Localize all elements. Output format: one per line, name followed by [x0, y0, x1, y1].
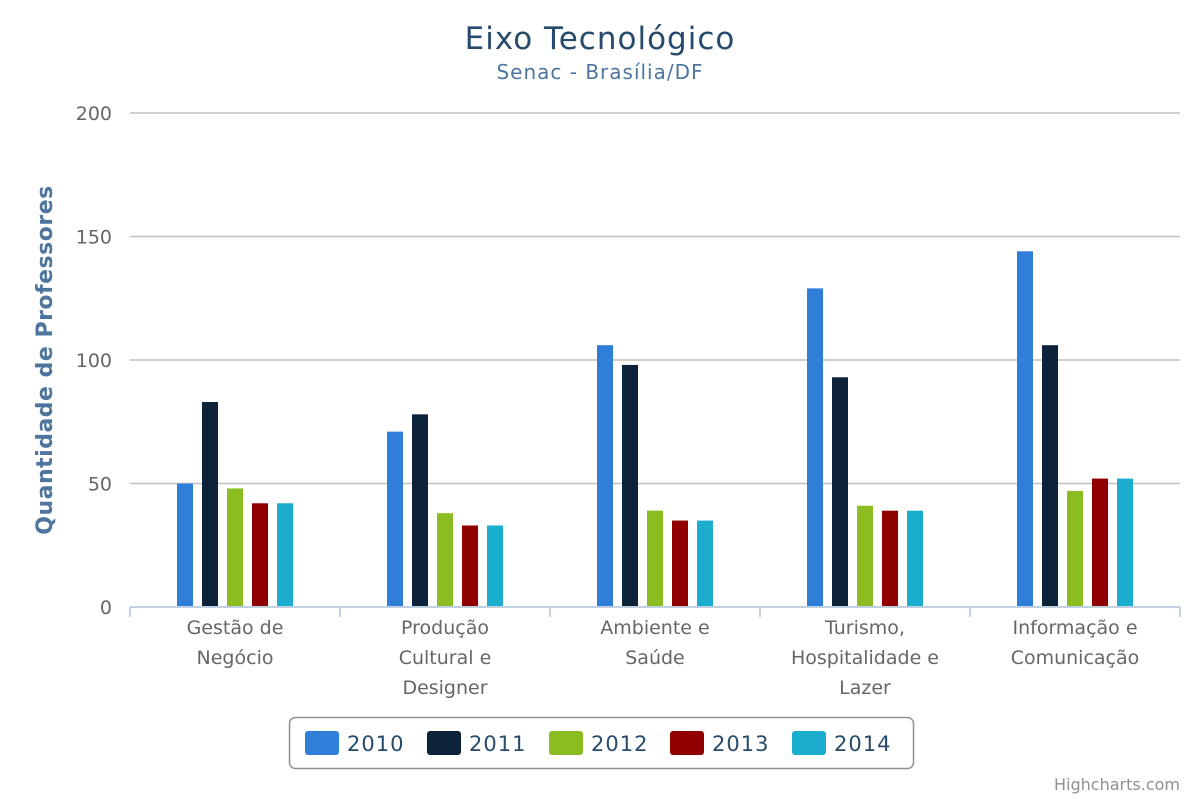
x-tick-label: Ambiente e Saúde — [600, 617, 709, 669]
bar-2012-3[interactable] — [857, 505, 873, 607]
bar-2013-4[interactable] — [1092, 478, 1108, 607]
x-tick-label-line: Gestão de — [187, 617, 284, 639]
legend-swatch — [549, 731, 583, 755]
y-axis-label: Quantidade de Professores — [33, 185, 58, 534]
credits-link[interactable]: Highcharts.com — [1054, 775, 1180, 794]
bar-2012-4[interactable] — [1067, 490, 1083, 607]
bar-2011-1[interactable] — [412, 414, 428, 607]
legend-label: 2013 — [712, 732, 769, 756]
bar-2014-3[interactable] — [907, 510, 923, 607]
x-axis: Gestão de Negócio Produção Cultural e Design… — [129, 606, 1181, 699]
legend-item-2011[interactable]: 2011 — [427, 731, 526, 756]
y-tick-label: 100 — [76, 350, 112, 372]
legend-label: 2010 — [347, 732, 404, 756]
x-tick-label-line: Negócio — [197, 647, 274, 669]
x-tick-label-line: Informação e — [1012, 617, 1137, 639]
bar-2010-1[interactable] — [387, 431, 403, 607]
x-tick-label-line: Cultural e — [399, 647, 492, 669]
x-tick-label-line: Saúde — [625, 647, 685, 669]
y-axis-ticks: 0 50 100 150 200 — [76, 103, 112, 619]
x-tick-label: Gestão de Negócio — [187, 617, 284, 669]
legend-box — [288, 716, 915, 770]
grid-lines — [130, 112, 1180, 485]
bars — [177, 251, 1133, 607]
bar-2011-0[interactable] — [202, 401, 218, 607]
legend-item-2010[interactable]: 2010 — [305, 731, 404, 756]
bar-2010-2[interactable] — [597, 345, 613, 607]
legend-label: 2011 — [469, 732, 526, 756]
legend: 2010 2011 2012 2013 2014 — [288, 716, 915, 770]
bar-2010-0[interactable] — [177, 483, 193, 608]
chart-title: Eixo Tecnológico — [465, 21, 736, 57]
bar-2013-3[interactable] — [882, 510, 898, 607]
x-tick-label: Produção Cultural e Designer — [399, 617, 492, 699]
legend-swatch — [305, 731, 339, 755]
bar-2013-1[interactable] — [462, 525, 478, 607]
bar-2012-0[interactable] — [227, 488, 243, 607]
x-tick-label: Informação e Comunicação — [1011, 617, 1140, 669]
x-tick-label-line: Produção — [401, 617, 489, 639]
bar-2014-2[interactable] — [697, 520, 713, 607]
bar-2014-0[interactable] — [277, 503, 293, 607]
legend-label: 2012 — [591, 732, 648, 756]
bar-2014-4[interactable] — [1117, 478, 1133, 607]
bar-2012-2[interactable] — [647, 510, 663, 607]
bar-2011-4[interactable] — [1042, 345, 1058, 607]
x-tick-label-line: Designer — [402, 677, 487, 699]
legend-item-2014[interactable]: 2014 — [792, 731, 891, 756]
bar-2012-1[interactable] — [437, 513, 453, 607]
x-tick-label: Turismo, Hospitalidade e Lazer — [791, 617, 939, 699]
y-tick-label: 0 — [100, 597, 112, 619]
y-tick-label: 150 — [76, 227, 112, 249]
bar-2010-4[interactable] — [1017, 251, 1033, 607]
y-tick-label: 200 — [76, 103, 112, 125]
legend-label: 2014 — [834, 732, 891, 756]
x-tick-label-line: Comunicação — [1011, 647, 1140, 669]
bar-2013-0[interactable] — [252, 503, 268, 607]
bar-2014-1[interactable] — [487, 525, 503, 607]
bar-2010-3[interactable] — [807, 288, 823, 607]
legend-swatch — [792, 731, 826, 755]
bar-2011-2[interactable] — [622, 364, 638, 607]
bar-2011-3[interactable] — [832, 377, 848, 607]
legend-item-2013[interactable]: 2013 — [670, 731, 769, 756]
chart-subtitle: Senac - Brasília/DF — [496, 60, 703, 84]
x-tick-label-line: Ambiente e — [600, 617, 709, 639]
bar-2013-2[interactable] — [672, 520, 688, 607]
legend-swatch — [427, 731, 461, 755]
legend-swatch — [670, 731, 704, 755]
x-tick-label-line: Hospitalidade e — [791, 647, 939, 669]
legend-item-2012[interactable]: 2012 — [549, 731, 648, 756]
y-tick-label: 50 — [88, 474, 112, 496]
x-tick-label-line: Turismo, — [824, 617, 905, 639]
x-tick-label-line: Lazer — [839, 677, 891, 699]
